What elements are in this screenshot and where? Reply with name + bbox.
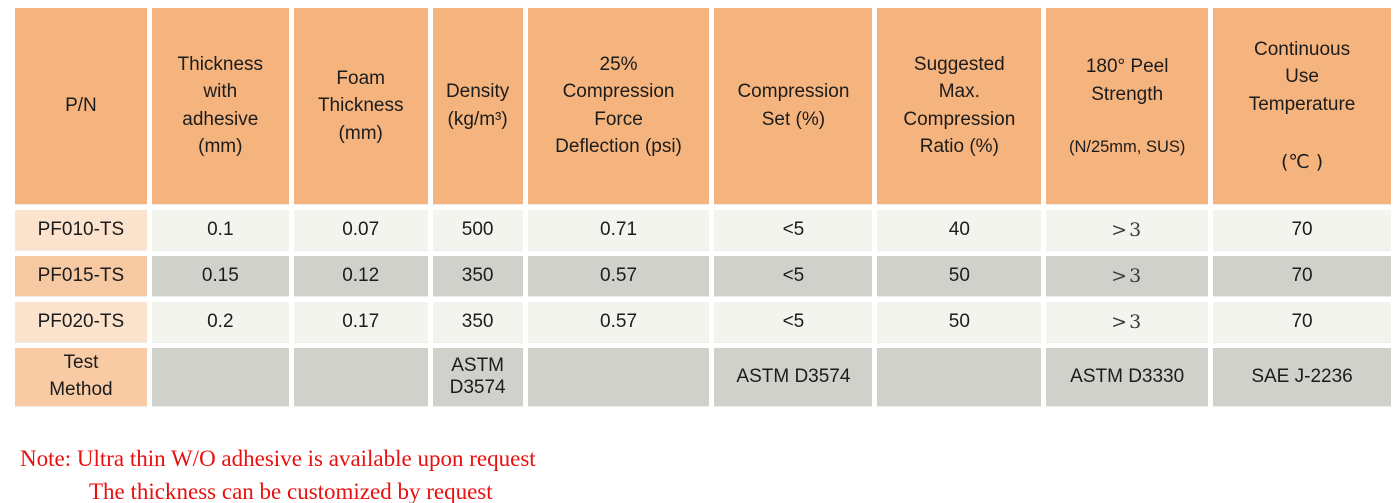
value-cell: 0.15 <box>151 255 289 296</box>
test-method-cell: SAE J-2236 <box>1213 347 1391 406</box>
note-line-1: Note: Ultra thin W/O adhesive is availab… <box>20 445 536 471</box>
test-method-cell <box>527 347 710 406</box>
value-cell: <5 <box>714 301 873 342</box>
value-cell: 0.57 <box>527 255 710 296</box>
col-header-continuous-use-temperature: Continuous Use Temperature (℃ ) <box>1213 8 1391 204</box>
value-cell: 0.57 <box>527 301 710 342</box>
value-cell: 0.71 <box>527 209 710 250</box>
value-cell: 70 <box>1213 255 1391 296</box>
header-row: P/N Thickness with adhesive (mm) Foam Th… <box>15 8 1391 204</box>
value-cell: 0.1 <box>151 209 289 250</box>
value-cell: 0.07 <box>293 209 428 250</box>
peel-value-cell: >3 <box>1046 255 1209 296</box>
col-header-peel-strength-sublabel: (N/25mm, SUS) <box>1068 138 1186 157</box>
peel-value-cell: >3 <box>1046 301 1209 342</box>
test-method-cell: ASTM D3330 <box>1046 347 1209 406</box>
foam-spec-table: P/N Thickness with adhesive (mm) Foam Th… <box>10 2 1396 412</box>
value-cell: 350 <box>432 255 523 296</box>
col-header-continuous-use-temperature-label: Continuous Use Temperature <box>1248 38 1356 115</box>
table-row-pf010: PF010-TS 0.1 0.07 500 0.71 <5 40 >3 70 <box>15 209 1391 250</box>
col-header-thickness-with-adhesive: Thickness with adhesive (mm) <box>151 8 289 204</box>
col-header-density: Density (kg/m³) <box>432 8 523 204</box>
table-row-pf020: PF020-TS 0.2 0.17 350 0.57 <5 50 >3 70 <box>15 301 1391 342</box>
note: Note: Ultra thin W/O adhesive is availab… <box>20 442 1396 503</box>
value-cell: 0.2 <box>151 301 289 342</box>
test-method-cell: ASTM D3574 <box>432 347 523 406</box>
peel-value-cell: >3 <box>1046 209 1209 250</box>
col-header-suggested-max-compression-ratio: Suggested Max. Compression Ratio (%) <box>877 8 1042 204</box>
col-header-foam-thickness: Foam Thickness (mm) <box>293 8 428 204</box>
value-cell: <5 <box>714 209 873 250</box>
col-header-continuous-use-temperature-sublabel: (℃ ) <box>1280 150 1324 173</box>
value-cell: 500 <box>432 209 523 250</box>
value-cell: 40 <box>877 209 1042 250</box>
pn-cell: PF020-TS <box>15 301 147 342</box>
value-cell: <5 <box>714 255 873 296</box>
value-cell: 0.12 <box>293 255 428 296</box>
pn-cell: PF015-TS <box>15 255 147 296</box>
test-method-cell: ASTM D3574 <box>714 347 873 406</box>
test-method-row: Test Method ASTM D3574 ASTM D3574 ASTM D… <box>15 347 1391 406</box>
value-cell: 350 <box>432 301 523 342</box>
test-method-label: Test Method <box>15 347 147 406</box>
pn-cell: PF010-TS <box>15 209 147 250</box>
value-cell: 50 <box>877 255 1042 296</box>
value-cell: 70 <box>1213 209 1391 250</box>
note-line-2: The thickness can be customized by reque… <box>89 479 493 503</box>
value-cell: 70 <box>1213 301 1391 342</box>
value-cell: 0.17 <box>293 301 428 342</box>
col-header-peel-strength: 180° Peel Strength (N/25mm, SUS) <box>1046 8 1209 204</box>
value-cell: 50 <box>877 301 1042 342</box>
col-header-pn: P/N <box>15 8 147 204</box>
test-method-cell <box>877 347 1042 406</box>
col-header-compression-set: Compression Set (%) <box>714 8 873 204</box>
test-method-cell <box>151 347 289 406</box>
table-row-pf015: PF015-TS 0.15 0.12 350 0.57 <5 50 >3 70 <box>15 255 1391 296</box>
col-header-compression-force-deflection: 25% Compression Force Deflection (psi) <box>527 8 710 204</box>
test-method-cell <box>293 347 428 406</box>
col-header-peel-strength-label: 180° Peel Strength <box>1085 56 1169 105</box>
